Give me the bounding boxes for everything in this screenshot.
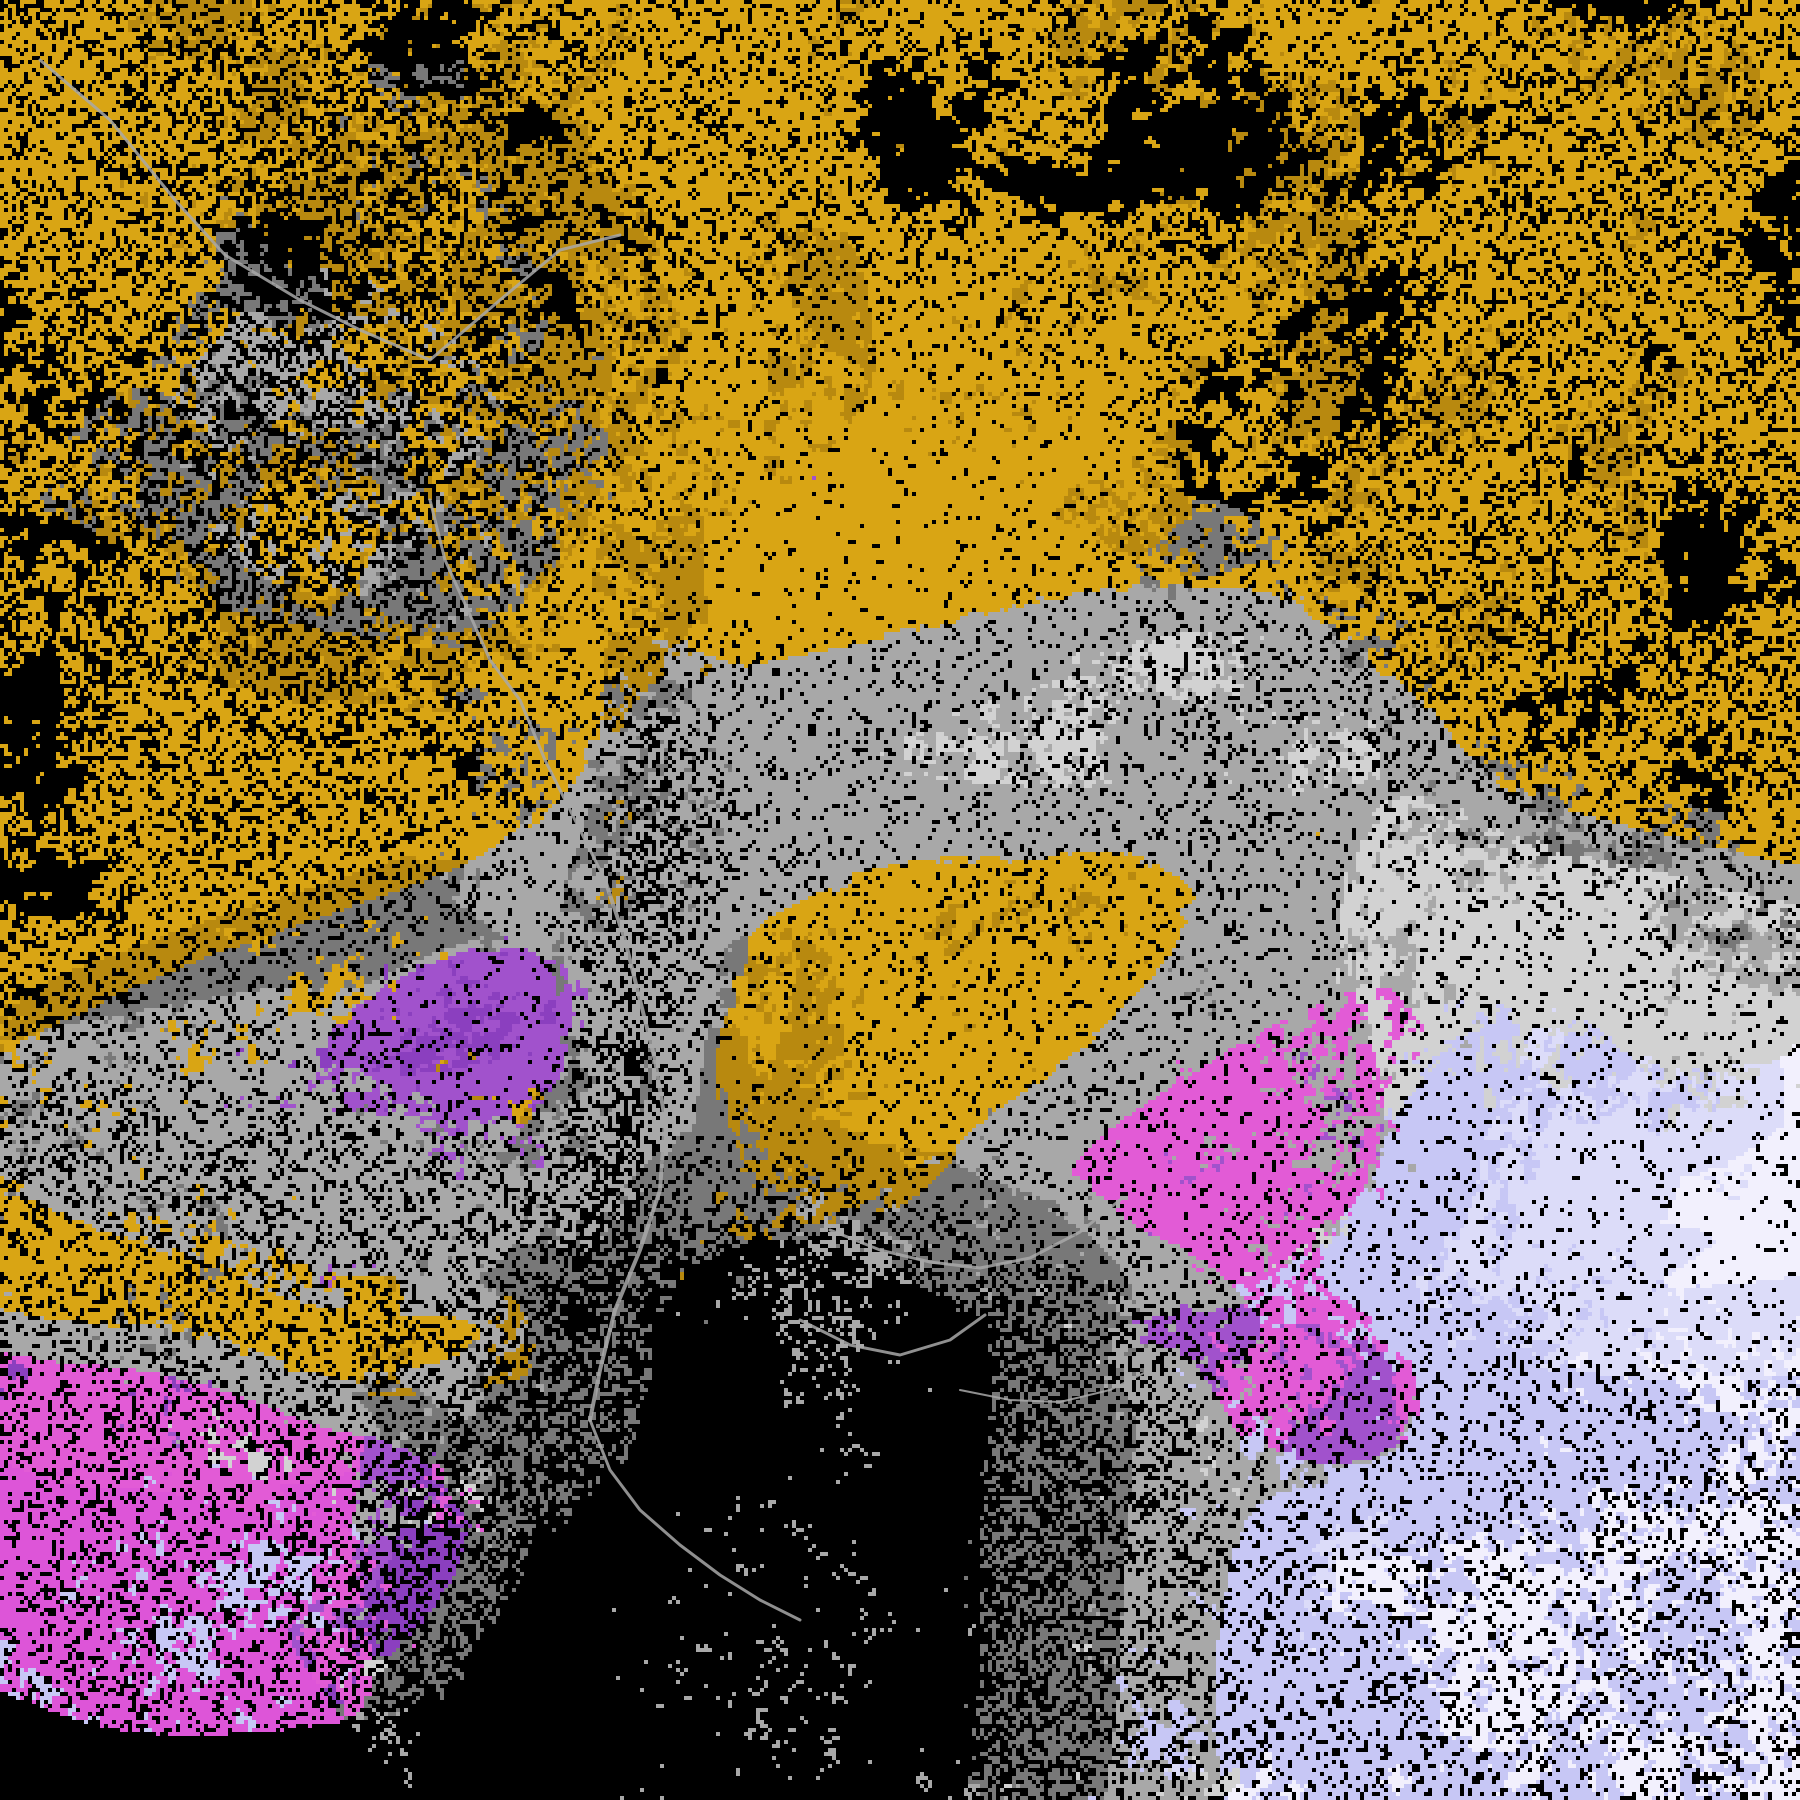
satellite-image-viewport	[0, 0, 1800, 1800]
false-color-satellite-composite	[0, 0, 1800, 1800]
